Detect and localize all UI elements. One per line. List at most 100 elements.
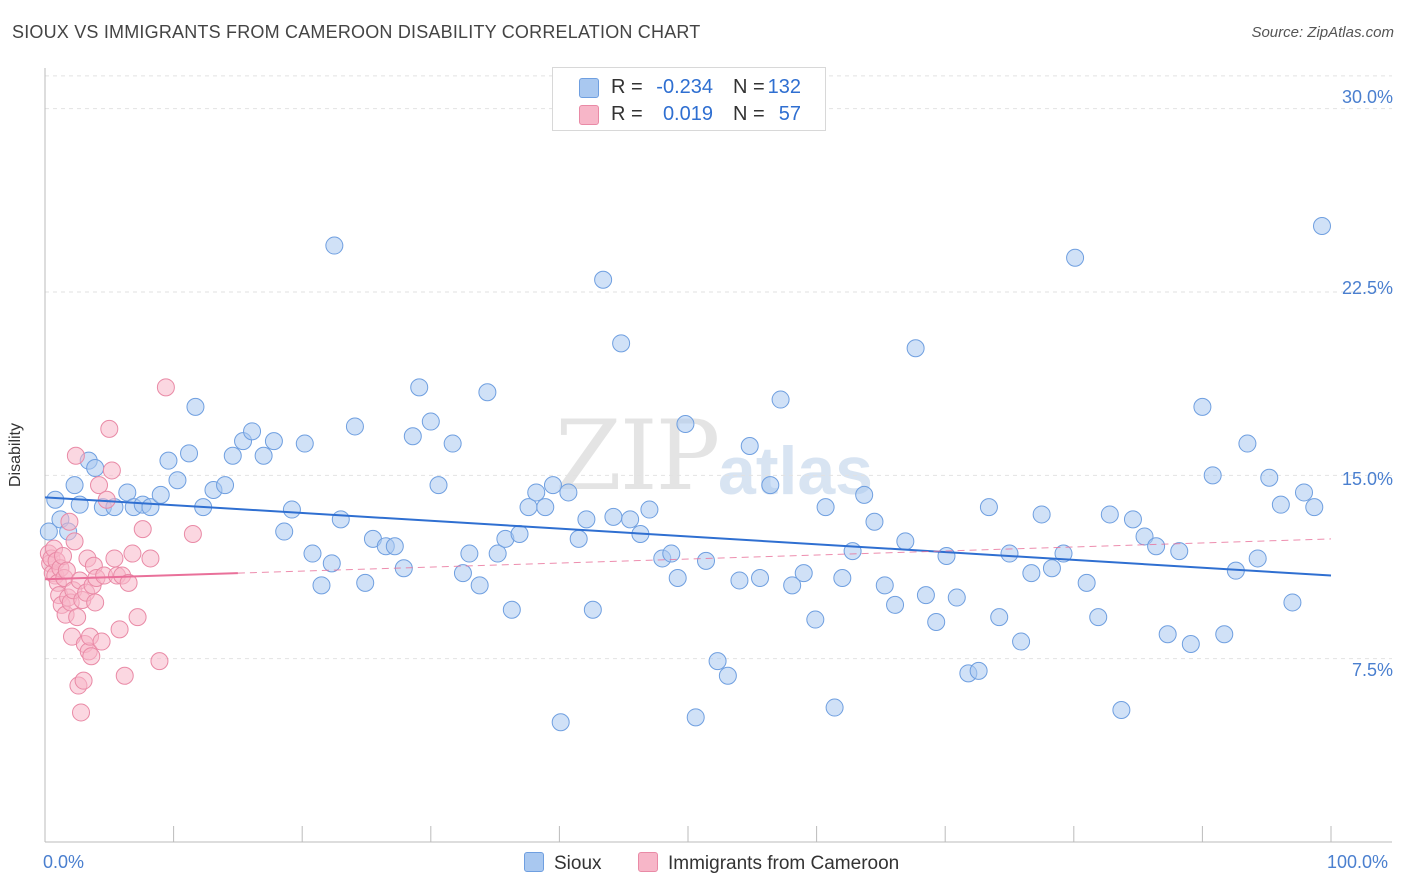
sioux-point [990,608,1009,627]
sioux-point [1203,466,1222,485]
sioux-point [312,576,331,595]
cameroon-trend-line [44,572,238,581]
sioux-point [1100,505,1119,524]
chart-title: SIOUX VS IMMIGRANTS FROM CAMEROON DISABI… [12,22,701,42]
sioux-point [488,544,507,563]
legend-swatch-sioux [524,852,544,872]
cameroon-swatch [579,105,599,125]
cameroon-point [90,476,109,495]
sioux-point [594,270,613,289]
y-tick-label: 22.5% [1341,278,1393,298]
sioux-point [708,652,727,671]
sioux-point [621,510,640,529]
sioux-point [947,588,966,607]
sioux-point [865,512,884,531]
sioux-point [180,444,199,463]
sioux-point [927,613,946,631]
sioux-point [1283,593,1302,612]
sioux-point [1170,542,1189,561]
sioux-point [916,586,935,605]
sioux-point [1022,564,1041,583]
sioux-point [322,554,341,573]
sioux-point [1147,537,1166,556]
n-value: 57 [778,103,801,125]
y-tick-label: 15.0% [1341,469,1393,489]
stats-row-sioux: R = -0.234 N = 132 [553,74,825,100]
x-tick-label-max: 100.0% [1327,852,1389,872]
cameroon-point [156,378,175,397]
cameroon-point [110,620,129,639]
cameroon-point [74,671,93,690]
sioux-point [86,459,105,477]
sioux-point [577,510,596,529]
sioux-point [1123,510,1142,529]
cameroon-point [183,525,202,543]
sioux-point [403,427,422,446]
sioux-point [1248,549,1267,568]
sioux-point [429,476,448,495]
cameroon-point [60,512,79,531]
cameroon-point [141,549,160,568]
sioux-point [1042,559,1061,578]
sioux-point [551,713,570,732]
cameroon-point [105,549,124,568]
sioux-point [676,415,695,433]
sioux-point [751,569,770,587]
cameroon-point [150,652,169,671]
cameroon-point [65,532,84,551]
sioux-point [833,569,852,587]
sioux-point [886,595,905,614]
sioux-point [1112,701,1131,719]
legend-swatch-cameroon [638,852,658,872]
cameroon-point [133,520,152,539]
sioux-point [356,573,375,592]
sioux-point [906,339,925,358]
sioux-point [410,378,429,397]
sioux-point [470,576,489,595]
sioux-point [331,510,350,529]
sioux-point [39,522,58,541]
watermark-zip: ZIP [555,400,720,512]
sioux-trend-line [44,496,1332,577]
cameroon-point [82,647,101,666]
sioux-point [569,529,588,548]
sioux-point [771,390,790,409]
cameroon-point [100,419,119,438]
sioux-point [937,547,956,565]
sioux-point [640,500,659,519]
legend-label: Immigrants from Cameroon [668,853,900,874]
sioux-point [718,666,737,685]
sioux-point [1260,468,1279,487]
n-label: N = [733,76,765,98]
y-axis-label: Disability [7,422,24,488]
sioux-point [264,432,283,451]
sioux-point [1066,248,1085,267]
legend-item-sioux: Sioux [524,852,602,875]
sioux-point [794,564,813,583]
sioux-point [969,661,988,680]
cameroon-point [119,573,138,592]
legend-item-cameroon: Immigrants from Cameroon [638,852,899,875]
sioux-point [825,698,844,717]
legend-label: Sioux [554,853,602,874]
r-value: -0.234 [656,76,713,98]
sioux-point [559,483,578,502]
sioux-point [295,434,314,453]
sioux-point [151,485,170,504]
sioux-point [1135,527,1154,546]
correlation-stats-box: R = -0.234 N = 132 R = 0.019 N = 57 [552,67,826,131]
cameroon-point [102,461,121,480]
sioux-point [1238,434,1257,453]
sioux-point [855,485,874,504]
sioux-point [502,600,521,619]
sioux-point [1000,544,1019,563]
sioux-point [604,507,623,526]
cameroon-point [115,666,134,685]
cameroon-point [92,632,111,651]
sioux-point [612,334,631,353]
sioux-point [186,397,205,416]
sioux-point [536,498,555,517]
sioux-point [385,537,404,556]
sioux-point [325,236,344,255]
sioux-point [443,434,462,453]
